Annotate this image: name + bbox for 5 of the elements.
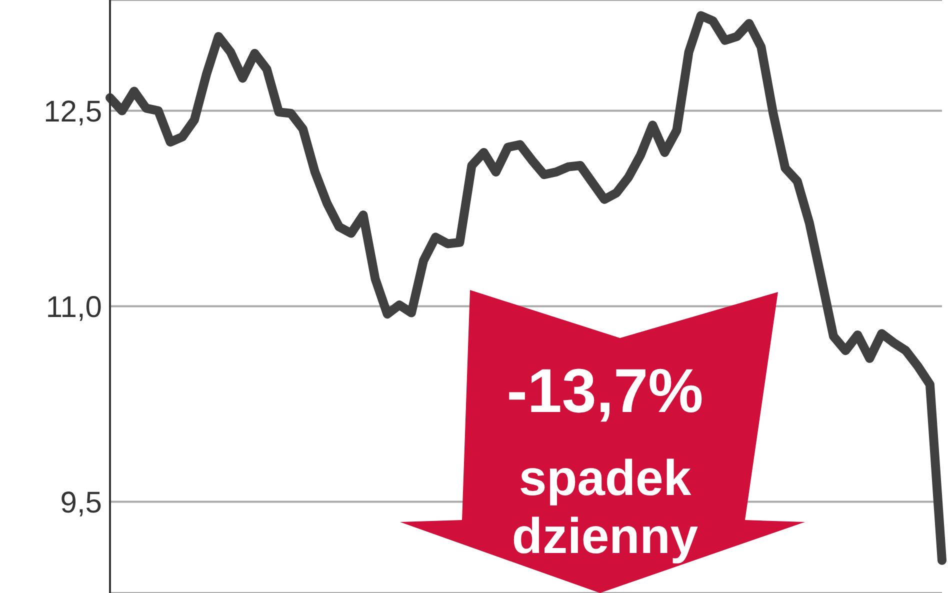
annotation: -13,7%: [506, 357, 704, 426]
y-tick-label: 11,0: [46, 290, 102, 324]
y-tick-label: 9,5: [60, 486, 102, 520]
annotation: spadek dzienny: [512, 450, 698, 564]
y-tick-label: 12,5: [44, 95, 102, 128]
